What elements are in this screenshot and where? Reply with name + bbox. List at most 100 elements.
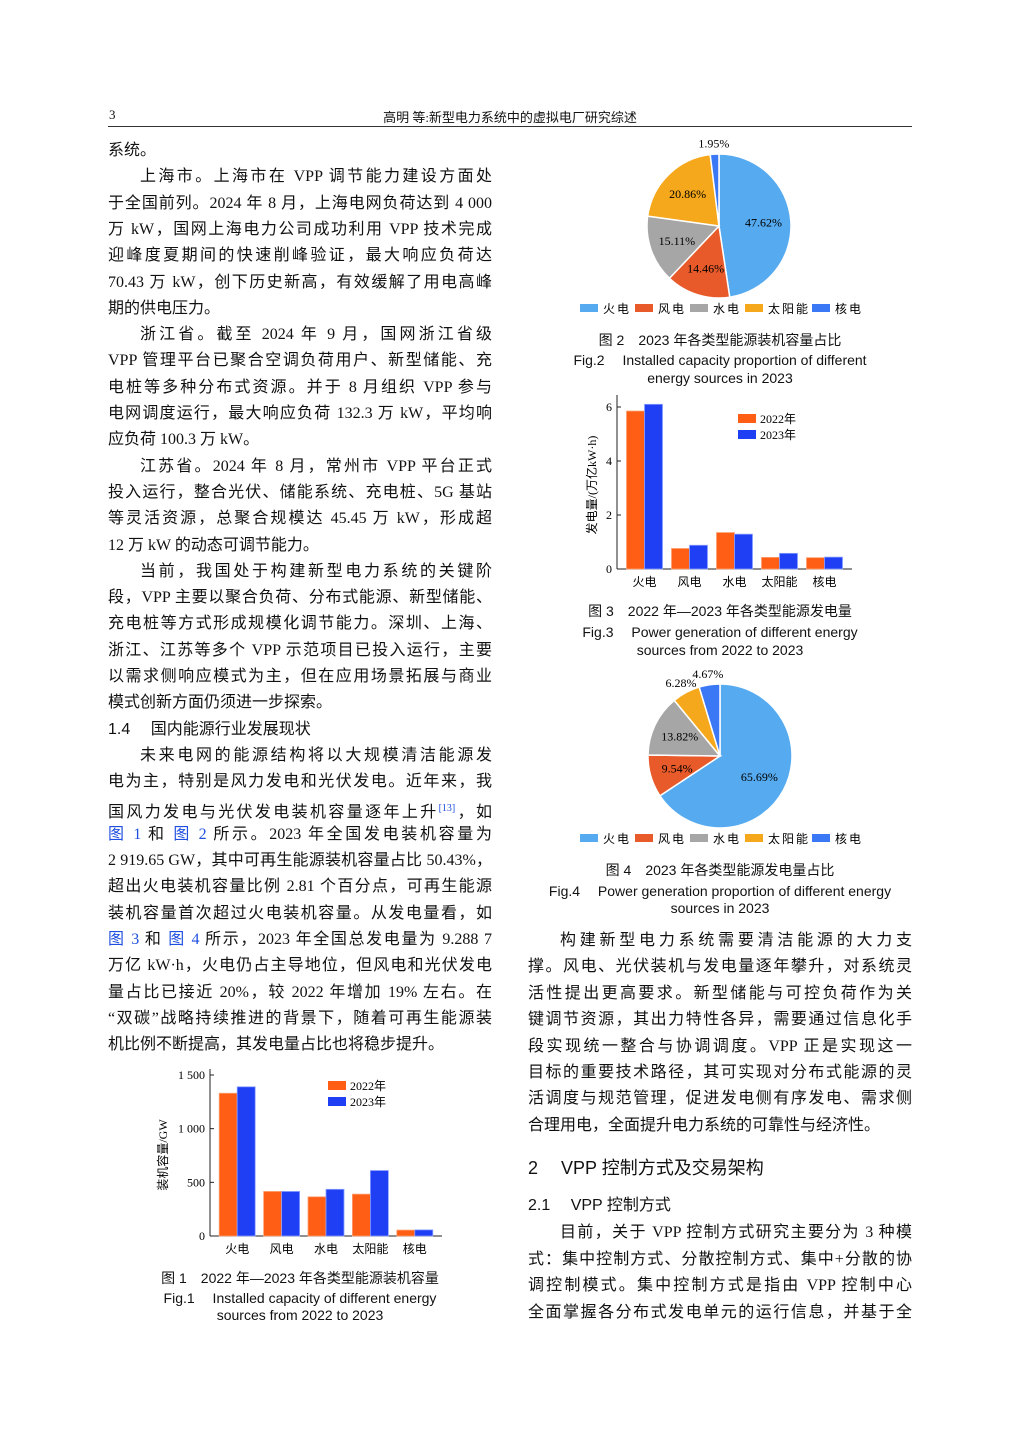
figure-reference-link[interactable]: 图 2 [173, 825, 207, 843]
pie-slice-风电 [668, 224, 731, 299]
text-line: 目前，关于 VPP 控制方式研究主要分为 3 种模 [560, 1224, 912, 1241]
x-tick-label: 水电 [722, 575, 746, 589]
text-line: 未来电网的能源结构将以大规模清洁能源发 [140, 746, 492, 764]
legend-label: 火电 [603, 302, 631, 316]
section-heading: 1.4 国内能源行业发展现状 [108, 720, 311, 738]
text-line: 调控制模式。集中控制方式是指由 VPP 控制中心 [528, 1277, 912, 1295]
bar-2022年-核电 [396, 1229, 416, 1237]
legend-label: 太阳能 [768, 831, 810, 846]
pie-slice-水电 [646, 215, 721, 280]
text-segment: 所示，2023 年全国总发电量为 9.288 7 [199, 931, 492, 948]
bar-2023年-核电 [824, 556, 843, 570]
text-segment: 和 [139, 931, 169, 948]
legend-swatch-太阳能 [745, 304, 763, 312]
text-line: 装机容量首次超过火电装机容量。从发电量看，如 [108, 904, 492, 922]
citation-reference[interactable]: [13] [438, 802, 456, 814]
text-segment: 国风力发电与光伏发电装机容量逐年上升 [108, 803, 439, 821]
text-line: 2 919.65 GW，其中可再生能源装机容量占比 50.43%， [108, 852, 492, 870]
legend-swatch-风电 [635, 304, 653, 312]
y-tick-label: 1 500 [178, 1068, 205, 1082]
text-line: 键调节资源，其出力特性各异，需要通过信息化手 [528, 1011, 912, 1029]
figure-reference-link[interactable]: 图 3 [108, 931, 140, 948]
slice-label: 1.95% [698, 136, 729, 150]
text-line: 段，VPP 主要以聚合负荷、分布式能源、新型储能、 [108, 589, 492, 607]
bar-2022年-火电 [218, 1092, 238, 1237]
y-tick-label: 2 [606, 508, 612, 522]
text-line: 构建新型电力系统需要清洁能源的大力支 [560, 932, 912, 949]
legend-label: 水电 [713, 302, 741, 316]
slice-label: 20.86% [669, 187, 706, 201]
legend-swatch-核电 [812, 304, 830, 312]
fig3-caption-en: Fig.3 Power generation of different ener… [582, 624, 858, 640]
slice-label: 9.54% [662, 762, 693, 776]
text-line: 12 万 kW 的动态可调节能力。 [108, 536, 319, 554]
text-line: 电桩等多种分布式资源。并于 8 月组织 VPP 参与 [108, 378, 492, 396]
text-segment: 所示。2023 年全国发电装机容量为 [206, 825, 492, 843]
text-line: 式：集中控制方式、分散控制方式、集中+分散的协 [528, 1250, 912, 1268]
figure-reference-link[interactable]: 图 4 [168, 931, 200, 948]
text-line: 投入运行，整合光伏、储能系统、充电桩、5G 基站 [108, 483, 492, 501]
y-axis-label: 装机容量/GW [155, 1119, 170, 1191]
text-segment: ，如 [455, 803, 492, 821]
bar-2023年-核电 [414, 1229, 434, 1237]
text-line: 系统。 [108, 142, 157, 159]
legend-label: 2023年 [760, 428, 796, 442]
bar-2023年-风电 [281, 1191, 301, 1237]
legend-swatch-水电 [690, 304, 708, 312]
header-rule [108, 126, 912, 127]
legend-swatch-核电 [812, 834, 830, 842]
text-line: 迎峰度夏期间的快速削峰验证，最大响应负荷达 [108, 247, 492, 265]
y-tick-label: 0 [606, 562, 612, 576]
legend-swatch-太阳能 [745, 834, 763, 842]
legend-label: 风电 [658, 832, 686, 846]
fig4-caption-cn: 图 4 2023 年各类型能源发电量占比 [605, 862, 835, 878]
pie-slice-核电 [709, 153, 720, 227]
legend-label: 水电 [713, 832, 741, 846]
slice-label: 4.67% [692, 667, 723, 681]
bar-2022年-太阳能 [761, 556, 780, 570]
legend-swatch [328, 1081, 346, 1090]
text-line: 国风力发电与光伏发电装机容量逐年上升[13]，如 [108, 796, 492, 822]
text-segment: 和 [141, 825, 174, 843]
fig3-caption-en-2: sources from 2022 to 2023 [636, 642, 804, 658]
fig2-caption-cn: 图 2 2023 年各类型能源装机容量占比 [598, 332, 842, 348]
fig4-caption-en-2: sources in 2023 [670, 900, 770, 916]
legend-label: 2022年 [760, 412, 796, 426]
text-line: 于全国前列。2024 年 8 月，上海电网负荷达到 4 000 [108, 194, 492, 212]
figure-2-pie-chart: 47.62% 14.46% 15.11% 20.86% 1.95% 火电 风电 水电 太阳能 核电 [580, 136, 861, 316]
figure-1-bar-chart: 0 500 1 000 1 500 火电 风电 水电 太阳能 核电 2022年 2023年装机容量/… [155, 1068, 442, 1256]
legend-swatch-风电 [635, 834, 653, 842]
x-tick-label: 太阳能 [352, 1241, 388, 1256]
bar-2023年-水电 [734, 533, 753, 570]
legend-swatch-火电 [580, 834, 598, 842]
text-line: 70.43 万 kW，创下历史新高，有效缓解了用电高峰 [108, 273, 492, 291]
bar-2023年-火电 [236, 1086, 256, 1237]
text-line: 撑。风电、光伏装机与发电量逐年攀升，对系统灵 [528, 958, 912, 976]
y-tick-label: 1 000 [178, 1122, 205, 1136]
text-line: 万 kW，国网上海电力公司成功利用 VPP 技术完成 [108, 220, 492, 238]
bar-2022年-火电 [626, 410, 645, 570]
y-tick-label: 500 [187, 1175, 205, 1189]
text-line: 上海市。上海市在 VPP 调节能力建设方面处 [140, 168, 492, 186]
legend-label: 2023年 [350, 1095, 386, 1109]
bar-2023年-太阳能 [369, 1170, 389, 1237]
y-tick-label: 0 [199, 1229, 205, 1243]
pie-slice-火电 [718, 153, 792, 299]
y-tick-label: 6 [606, 400, 612, 414]
text-line: 电为主，特别是风力发电和光伏发电。近年来，我 [108, 773, 492, 791]
pie-slice-水电 [647, 699, 722, 757]
pie-slice-火电 [658, 683, 793, 829]
legend-label: 太阳能 [768, 301, 810, 316]
fig3-caption-cn: 图 3 2022 年—2023 年各类型能源发电量 [588, 603, 852, 619]
text-line: 以需求侧响应模式为主，但在应用场景拓展与商业 [108, 668, 492, 685]
text-line: VPP 管理平台已聚合空调负荷用户、新型储能、充 [108, 352, 492, 370]
text-line: 电网调度运行，最大响应负荷 132.3 万 kW，平均响 [108, 405, 492, 422]
fig2-caption-en: Fig.2 Installed capacity proportion of d… [573, 352, 867, 368]
legend-swatch [738, 414, 756, 423]
bar-2022年-核电 [806, 557, 825, 570]
slice-label: 15.11% [659, 234, 696, 248]
figure-reference-link[interactable]: 图 1 [108, 825, 142, 843]
x-tick-label: 太阳能 [761, 574, 797, 589]
text-line: 期的供电压力。 [108, 299, 221, 317]
